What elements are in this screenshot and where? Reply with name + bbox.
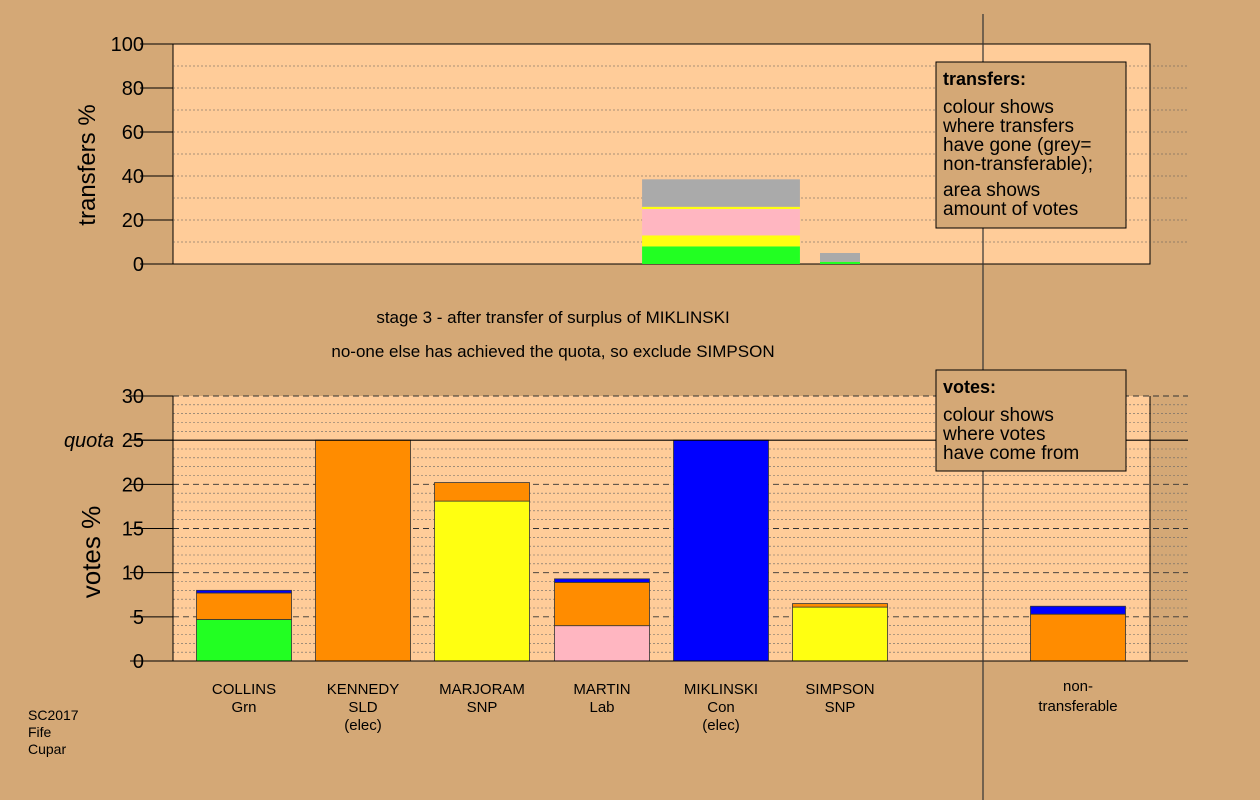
votes-tick-label: 20 [122, 474, 144, 496]
transfers-legend-line: colour shows [943, 97, 1054, 118]
votes-y-axis-label: votes % [76, 506, 106, 599]
transfers-legend-line: non-transferable); [943, 154, 1093, 175]
vote-segment-green [196, 619, 292, 662]
votes-legend-box: votes: colour shows where votes have com… [935, 369, 1127, 472]
votes-legend-line: where votes [942, 424, 1045, 445]
votes-y-ticks: 0 5 10 15 20 25 30 [122, 386, 173, 673]
transfers-legend-title: transfers: [943, 69, 1026, 89]
candidate-label-party: SNP [825, 699, 856, 716]
candidate-label-note: (elec) [344, 717, 382, 734]
votes-legend-frame [935, 369, 1127, 472]
transfers-legend-line: have gone (grey= [943, 135, 1091, 156]
transfers-y-axis-label: transfers % [74, 104, 101, 225]
stage-line-1: stage 3 - after transfer of surplus of M… [376, 308, 729, 327]
vote-segment-blue [196, 589, 292, 594]
transfer-segment-grey [642, 179, 800, 207]
candidate-label-note: (elec) [702, 717, 740, 734]
vote-segment-orange [315, 439, 411, 662]
votes-tick-label: 25 [122, 430, 144, 452]
transfers-tick-label: 20 [122, 210, 144, 232]
transfers-tick-label: 40 [122, 166, 144, 188]
candidate-label-party: SLD [348, 699, 377, 716]
candidate-label-name: COLLINS [212, 681, 276, 698]
transfers-legend-line: area shows [943, 180, 1040, 201]
transfers-bars [642, 179, 860, 264]
transfers-tick-label: 60 [122, 122, 144, 144]
candidate-label-name: MARJORAM [439, 681, 525, 698]
vote-segment-orange [434, 482, 530, 502]
votes-tick-label: 10 [122, 563, 144, 585]
candidate-label-name: KENNEDY [327, 681, 400, 698]
vote-segment-yellow [792, 606, 888, 662]
candidate-labels: COLLINSGrnKENNEDYSLD(elec)MARJORAMSNPMAR… [212, 681, 875, 734]
vote-segment-orange [196, 592, 292, 620]
transfer-segment-green [642, 246, 800, 264]
transfer-segment-green [820, 261, 860, 264]
votes-legend-title: votes: [943, 377, 996, 397]
transfer-segment-pink [642, 209, 800, 236]
transfers-legend-line: amount of votes [943, 199, 1078, 220]
vote-segment-blue [1030, 605, 1126, 615]
vote-segment-orange [554, 581, 650, 627]
footer-line: Fife [28, 724, 52, 740]
candidate-label-party: SNP [467, 699, 498, 716]
vote-segment-blue [673, 439, 769, 662]
vote-segment-yellow [434, 500, 530, 662]
candidate-label-party: Lab [589, 699, 614, 716]
candidate-label-party: Con [707, 699, 735, 716]
nontransferable-label-line-1: non- [1063, 678, 1093, 695]
vote-segment-orange [1030, 613, 1126, 662]
transfers-y-ticks: 0 20 40 60 80 100 [111, 34, 173, 276]
candidate-label-party: Grn [231, 699, 256, 716]
transfers-legend-line: where transfers [942, 116, 1074, 137]
candidate-label-name: MIKLINSKI [684, 681, 758, 698]
transfers-legend-box: transfers: colour shows where transfers … [935, 61, 1127, 229]
votes-legend-line: have come from [943, 443, 1079, 464]
transfers-legend-frame [935, 61, 1127, 229]
candidate-label-name: SIMPSON [805, 681, 874, 698]
transfer-segment-yellow [642, 235, 800, 247]
votes-tick-label: 15 [122, 519, 144, 541]
footer: SC2017 Fife Cupar [28, 707, 79, 757]
vote-segment-orange [792, 603, 888, 608]
votes-tick-label: 30 [122, 386, 144, 408]
stage-line-2: no-one else has achieved the quota, so e… [331, 342, 774, 361]
transfer-segment-grey [820, 253, 860, 262]
transfers-tick-label: 80 [122, 78, 144, 100]
transfer-segment-yellow [642, 206, 800, 209]
vote-segment-blue [554, 578, 650, 583]
vote-segment-pink [554, 625, 650, 662]
footer-line: SC2017 [28, 707, 79, 723]
votes-bars [196, 439, 1126, 662]
footer-line: Cupar [28, 741, 66, 757]
transfers-tick-label: 0 [133, 254, 144, 276]
nontransferable-label-line-2: transferable [1038, 698, 1117, 715]
nontransferable-label: non- transferable [1038, 678, 1117, 715]
votes-legend-line: colour shows [943, 405, 1054, 426]
votes-tick-label: 5 [133, 607, 144, 629]
candidate-label-name: MARTIN [573, 681, 630, 698]
quota-label: quota [64, 430, 114, 452]
transfers-tick-label: 100 [111, 34, 144, 56]
votes-tick-label: 0 [133, 651, 144, 673]
